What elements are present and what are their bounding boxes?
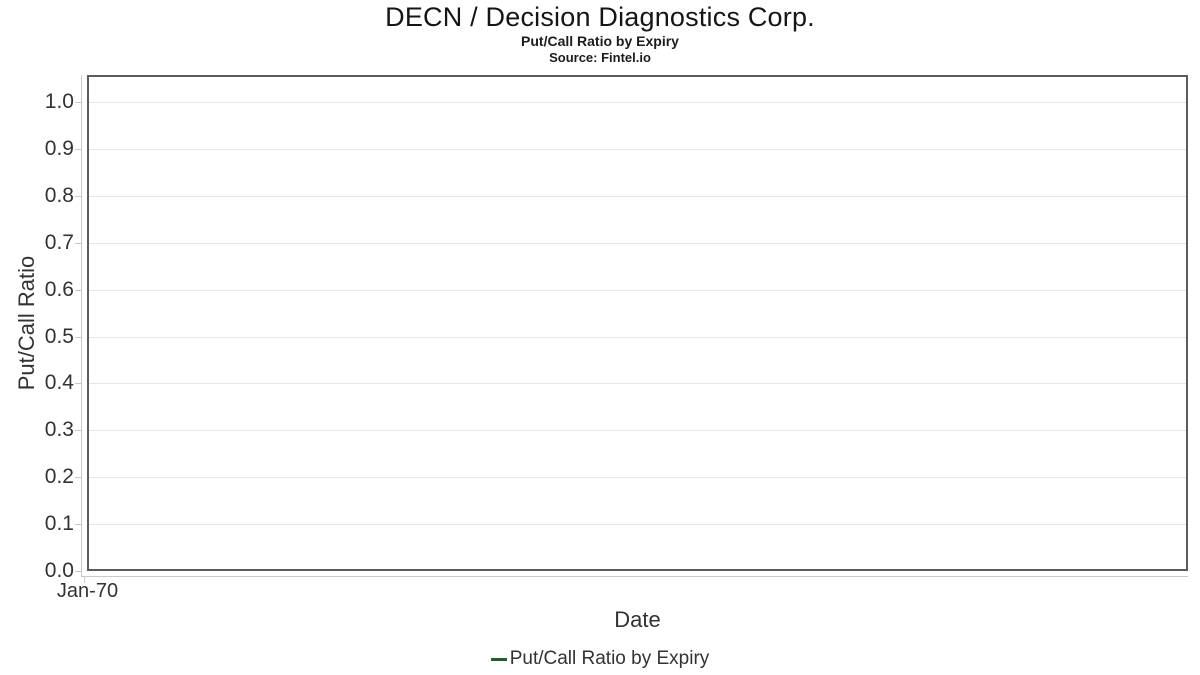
y-gridline [89, 383, 1186, 384]
y-axis-tick [75, 477, 82, 478]
legend-line-swatch [490, 657, 507, 661]
y-gridline [89, 430, 1186, 431]
legend: Put/Call Ratio by Expiry [0, 648, 1200, 670]
x-axis-line [81, 576, 1188, 577]
y-axis-tick [75, 430, 82, 431]
y-axis-tick [75, 290, 82, 291]
plot-area [87, 75, 1188, 571]
y-axis-tick [75, 243, 82, 244]
y-axis-tick-label: 0.2 [44, 465, 74, 488]
y-axis-tick-label: 0.3 [44, 418, 74, 441]
y-axis-tick [75, 383, 82, 384]
y-axis-tick-label: 0.8 [44, 184, 74, 207]
x-axis-title: Date [614, 607, 661, 632]
legend-label: Put/Call Ratio by Expiry [509, 648, 710, 669]
chart-subtitle: Put/Call Ratio by Expiry [521, 33, 679, 49]
y-axis-tick-label: 0.1 [44, 512, 74, 535]
chart-title: DECN / Decision Diagnostics Corp. [385, 2, 815, 32]
y-axis-tick [75, 149, 82, 150]
y-axis-tick-label: 0.4 [44, 371, 74, 394]
y-axis-tick-label: 0.6 [44, 278, 74, 301]
y-axis-tick [75, 102, 82, 103]
y-axis-tick-label: 0.9 [44, 137, 74, 160]
y-axis-tick-label: 0.5 [44, 325, 74, 348]
y-gridline [89, 477, 1186, 478]
y-axis-tick [75, 337, 82, 338]
y-axis-tick [75, 524, 82, 525]
y-gridline [89, 149, 1186, 150]
x-axis-tick [84, 577, 85, 583]
y-axis-tick [75, 571, 82, 572]
y-gridline [89, 102, 1186, 103]
y-gridline [89, 290, 1186, 291]
y-gridline [89, 243, 1186, 244]
y-gridline [89, 196, 1186, 197]
y-axis-tick [75, 196, 82, 197]
y-axis-tick-label: 0.7 [44, 231, 74, 254]
y-gridline [89, 524, 1186, 525]
y-gridline [89, 337, 1186, 338]
y-axis-title: Put/Call Ratio [14, 255, 39, 391]
y-axis-line [81, 75, 82, 576]
x-axis-tick-label: Jan-70 [56, 580, 119, 602]
chart-source-label: Source: Fintel.io [549, 50, 651, 65]
legend-item[interactable]: Put/Call Ratio by Expiry [490, 648, 710, 670]
y-axis-tick-label: 0.0 [44, 559, 74, 582]
y-axis-tick-label: 1.0 [44, 90, 74, 113]
